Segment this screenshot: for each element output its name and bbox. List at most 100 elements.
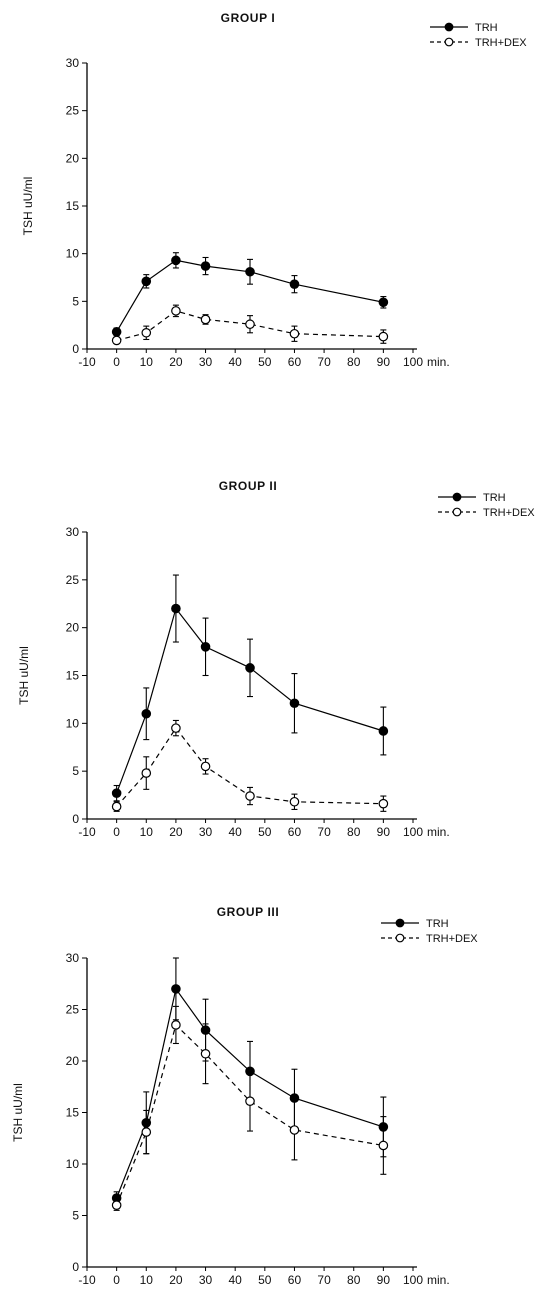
y-tick-label: 5	[72, 1209, 79, 1223]
series-trh	[111, 574, 389, 802]
y-axis-label: TSH uU/ml	[21, 177, 35, 236]
legend-marker	[452, 492, 462, 502]
x-tick-label: 90	[377, 1273, 391, 1287]
y-axis-label: TSH uU/ml	[17, 646, 31, 705]
x-tick-label: 60	[288, 1273, 302, 1287]
y-tick-label: 15	[66, 669, 80, 683]
x-tick-label: 70	[317, 1273, 331, 1287]
y-tick-label: 0	[72, 812, 79, 826]
x-tick-label: 20	[169, 355, 183, 369]
x-tick-label: 70	[317, 355, 331, 369]
x-tick-label: 60	[288, 825, 302, 839]
x-tick-label: 0	[113, 355, 120, 369]
data-point	[171, 255, 181, 266]
x-tick-label: 100	[403, 1273, 423, 1287]
y-tick-label: 10	[66, 247, 80, 261]
y-tick-label: 0	[72, 1260, 79, 1274]
y-tick-label: 20	[66, 621, 80, 635]
data-point	[171, 1020, 181, 1030]
y-tick-label: 0	[72, 342, 79, 356]
y-tick-label: 30	[66, 56, 80, 70]
y-tick-label: 5	[72, 294, 79, 308]
series-line	[116, 607, 384, 794]
data-point	[245, 319, 255, 330]
data-point	[245, 663, 255, 673]
x-tick-label: 80	[347, 825, 361, 839]
data-point	[200, 1048, 211, 1059]
x-tick-label: 40	[229, 1273, 243, 1287]
x-tick-label: 30	[199, 825, 213, 839]
x-tick-label: 50	[258, 1273, 272, 1287]
data-point	[141, 1127, 152, 1137]
y-tick-label: 20	[66, 151, 80, 165]
series-trh	[111, 252, 389, 337]
chart-title: GROUP I	[221, 11, 276, 25]
data-point	[200, 641, 211, 652]
y-tick-label: 30	[66, 525, 80, 539]
x-tick-label: 50	[258, 355, 272, 369]
data-point	[200, 314, 211, 325]
legend-label: TRH+DEX	[426, 933, 478, 945]
legend-label: TRH+DEX	[483, 507, 535, 519]
data-point	[378, 726, 389, 736]
data-point	[245, 1096, 255, 1106]
data-point	[289, 328, 300, 339]
data-point	[141, 276, 152, 287]
x-tick-label: -10	[78, 355, 96, 369]
x-tick-label: 10	[140, 825, 154, 839]
data-point	[141, 708, 152, 719]
chart-title: GROUP III	[217, 905, 280, 919]
legend-marker	[444, 37, 454, 47]
data-point	[111, 801, 122, 812]
x-tick-label: 100	[403, 355, 423, 369]
x-tick-label: 30	[199, 355, 213, 369]
legend-label: TRH	[475, 22, 498, 34]
x-axis-label: min.	[427, 1273, 450, 1287]
x-tick-label: 40	[229, 355, 243, 369]
legend-label: TRH	[426, 918, 449, 930]
data-point	[378, 798, 389, 809]
series-trh-dex	[111, 304, 389, 346]
y-tick-label: 10	[66, 716, 80, 730]
data-point	[111, 1200, 122, 1210]
x-axis-label: min.	[427, 825, 450, 839]
legend-marker	[395, 933, 405, 943]
y-tick-label: 30	[66, 951, 80, 965]
x-tick-label: 0	[113, 825, 120, 839]
data-point	[289, 279, 300, 289]
legend-marker	[452, 507, 462, 517]
x-tick-label: 90	[377, 825, 391, 839]
x-tick-label: -10	[78, 1273, 96, 1287]
data-point	[289, 698, 300, 709]
data-point	[245, 791, 255, 801]
x-tick-label: 10	[140, 355, 154, 369]
y-tick-label: 10	[66, 1157, 80, 1171]
data-point	[171, 603, 181, 614]
data-point	[378, 297, 389, 308]
data-point	[111, 788, 122, 798]
y-tick-label: 20	[66, 1054, 80, 1068]
data-point	[141, 327, 152, 338]
legend-marker	[395, 918, 405, 928]
y-tick-label: 25	[66, 1003, 80, 1017]
data-point	[171, 306, 181, 316]
data-point	[141, 768, 152, 778]
data-point	[245, 266, 255, 277]
data-point	[111, 335, 122, 346]
x-tick-label: 20	[169, 1273, 183, 1287]
legend-label: TRH	[483, 492, 506, 504]
x-tick-label: 30	[199, 1273, 213, 1287]
legend-marker	[444, 22, 454, 32]
legend-label: TRH+DEX	[475, 37, 527, 49]
y-tick-label: 15	[66, 199, 80, 213]
y-tick-label: 5	[72, 764, 79, 778]
data-point	[378, 1140, 389, 1151]
data-point	[171, 984, 181, 994]
x-tick-label: 90	[377, 355, 391, 369]
series-trh-dex	[111, 719, 389, 812]
data-point	[171, 723, 181, 733]
